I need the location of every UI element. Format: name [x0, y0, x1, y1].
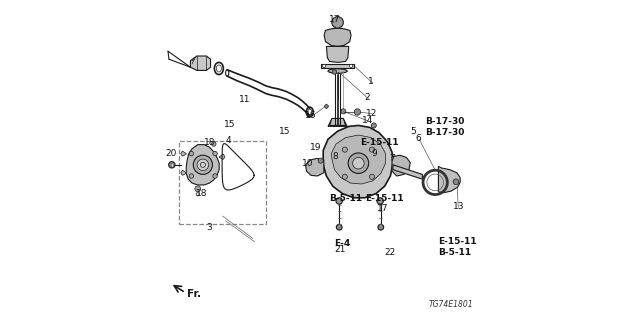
Text: B-5-11: B-5-11: [330, 194, 363, 203]
Text: 6: 6: [416, 134, 421, 143]
Circle shape: [212, 174, 218, 178]
Circle shape: [193, 155, 212, 174]
Text: B-17-30: B-17-30: [426, 117, 465, 126]
Text: 12: 12: [365, 109, 377, 118]
Polygon shape: [191, 56, 211, 70]
Text: E-15-11: E-15-11: [360, 138, 399, 147]
Text: 19: 19: [310, 143, 321, 152]
Circle shape: [377, 198, 383, 204]
Circle shape: [342, 147, 348, 152]
Text: 7: 7: [390, 154, 395, 163]
Circle shape: [341, 109, 346, 114]
Text: 17: 17: [329, 15, 340, 24]
Circle shape: [355, 109, 361, 115]
Circle shape: [369, 147, 374, 152]
Text: 17: 17: [377, 204, 388, 212]
Text: TG74E1801: TG74E1801: [429, 300, 474, 309]
Circle shape: [323, 64, 326, 68]
Text: E-15-11: E-15-11: [438, 237, 477, 246]
Text: E-4: E-4: [334, 239, 351, 248]
Polygon shape: [328, 120, 348, 126]
Text: 15: 15: [279, 127, 291, 136]
Text: 10: 10: [302, 159, 314, 168]
Circle shape: [371, 123, 376, 128]
Circle shape: [369, 174, 374, 179]
Circle shape: [197, 159, 209, 171]
Text: 5: 5: [410, 127, 415, 136]
Circle shape: [349, 64, 353, 68]
Polygon shape: [219, 154, 225, 159]
Ellipse shape: [328, 69, 348, 73]
Circle shape: [189, 151, 194, 156]
Circle shape: [195, 186, 201, 192]
Polygon shape: [332, 135, 385, 184]
Text: 16: 16: [305, 111, 316, 120]
Circle shape: [336, 198, 342, 204]
Text: 18: 18: [204, 138, 215, 147]
Polygon shape: [330, 118, 346, 125]
Text: B-5-11: B-5-11: [438, 248, 472, 257]
Circle shape: [212, 151, 218, 156]
Circle shape: [348, 153, 369, 173]
Text: E-15-11: E-15-11: [365, 194, 403, 203]
Polygon shape: [181, 170, 186, 175]
Polygon shape: [326, 46, 349, 62]
Text: 2: 2: [365, 93, 370, 102]
Polygon shape: [306, 158, 324, 176]
Text: B-17-30: B-17-30: [426, 128, 465, 137]
Circle shape: [332, 70, 337, 74]
Polygon shape: [324, 104, 329, 109]
Text: 3: 3: [207, 223, 212, 232]
Text: 9: 9: [371, 149, 376, 158]
Circle shape: [211, 142, 216, 146]
Polygon shape: [392, 155, 410, 176]
Circle shape: [337, 224, 342, 230]
Text: 14: 14: [362, 116, 373, 125]
Text: 11: 11: [239, 95, 250, 104]
Circle shape: [453, 179, 459, 185]
Circle shape: [353, 157, 364, 169]
Circle shape: [378, 224, 383, 230]
Text: 15: 15: [224, 120, 236, 129]
Circle shape: [332, 17, 344, 28]
Text: 1: 1: [369, 77, 374, 86]
Circle shape: [342, 174, 348, 179]
Text: 22: 22: [385, 248, 396, 257]
Polygon shape: [438, 166, 460, 193]
Text: 20: 20: [166, 149, 177, 158]
Bar: [179, 141, 266, 224]
Polygon shape: [323, 125, 393, 198]
Text: Fr.: Fr.: [187, 289, 202, 299]
Text: 21: 21: [335, 245, 346, 254]
Polygon shape: [324, 28, 351, 46]
Polygon shape: [186, 145, 219, 185]
Text: 4: 4: [226, 136, 232, 145]
Text: 8: 8: [333, 152, 338, 161]
Polygon shape: [321, 64, 355, 68]
Text: 13: 13: [452, 202, 464, 211]
Circle shape: [318, 158, 323, 163]
Polygon shape: [181, 151, 186, 156]
Circle shape: [169, 162, 175, 168]
Text: 18: 18: [196, 189, 207, 198]
Polygon shape: [393, 165, 422, 179]
Circle shape: [189, 174, 194, 178]
